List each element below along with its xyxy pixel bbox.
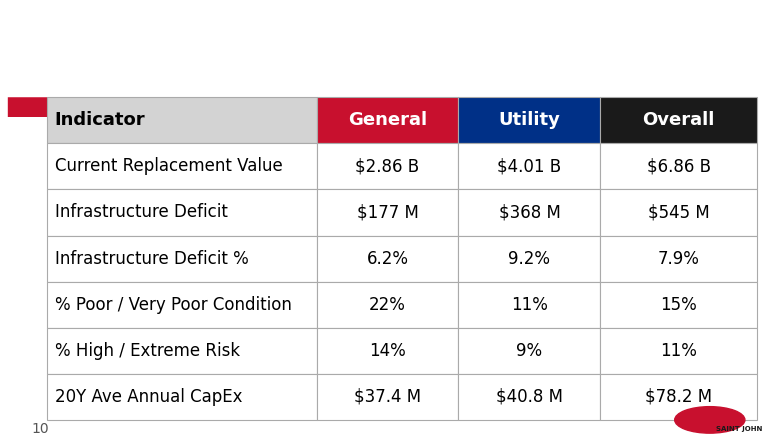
Text: 10: 10 — [31, 422, 49, 436]
Text: 7.9%: 7.9% — [658, 250, 700, 267]
Bar — [459, 282, 601, 328]
Text: $545 M: $545 M — [647, 203, 709, 221]
Text: Overall: Overall — [643, 111, 714, 130]
Text: $2.86 B: $2.86 B — [356, 157, 420, 175]
Text: Utility: Utility — [498, 111, 560, 130]
Text: $368 M: $368 M — [498, 203, 560, 221]
Bar — [47, 374, 317, 420]
Bar — [317, 190, 459, 236]
Text: $177 M: $177 M — [356, 203, 418, 221]
Bar — [317, 328, 459, 374]
Bar — [601, 97, 757, 143]
Text: 20Y Ave Annual CapEx: 20Y Ave Annual CapEx — [55, 388, 242, 406]
Bar — [317, 143, 459, 190]
Text: $37.4 M: $37.4 M — [354, 388, 421, 406]
Bar — [317, 374, 459, 420]
FancyBboxPatch shape — [8, 97, 92, 117]
FancyBboxPatch shape — [195, 97, 279, 117]
Bar — [459, 190, 601, 236]
FancyBboxPatch shape — [101, 97, 186, 117]
Bar — [47, 97, 317, 143]
Text: 9.2%: 9.2% — [509, 250, 551, 267]
Text: Infrastructure Deficit: Infrastructure Deficit — [55, 203, 228, 221]
Text: $40.8 M: $40.8 M — [496, 388, 563, 406]
Bar — [317, 97, 459, 143]
Bar — [459, 374, 601, 420]
Bar — [459, 97, 601, 143]
Text: $4.01 B: $4.01 B — [498, 157, 562, 175]
Text: 14%: 14% — [369, 342, 406, 360]
Text: $6.86 B: $6.86 B — [647, 157, 711, 175]
Bar — [459, 236, 601, 282]
Text: Indicator: Indicator — [55, 111, 145, 130]
Text: General: General — [348, 111, 427, 130]
Text: $78.2 M: $78.2 M — [645, 388, 712, 406]
Bar — [459, 143, 601, 190]
Bar — [317, 236, 459, 282]
Bar — [601, 282, 757, 328]
FancyBboxPatch shape — [382, 97, 466, 117]
Text: 11%: 11% — [660, 342, 697, 360]
Bar — [601, 374, 757, 420]
Text: 11%: 11% — [511, 296, 548, 314]
FancyBboxPatch shape — [289, 97, 373, 117]
Text: Current Replacement Value: Current Replacement Value — [55, 157, 282, 175]
Bar — [47, 282, 317, 328]
Bar — [601, 143, 757, 190]
Bar — [601, 190, 757, 236]
Circle shape — [675, 407, 745, 433]
Bar — [47, 143, 317, 190]
Bar — [317, 282, 459, 328]
Text: SAINT JOHN: SAINT JOHN — [716, 426, 763, 432]
Bar — [601, 328, 757, 374]
Bar — [47, 236, 317, 282]
Text: Infrastructure Deficit %: Infrastructure Deficit % — [55, 250, 248, 267]
Bar — [47, 190, 317, 236]
Bar — [47, 328, 317, 374]
Text: Summary: Summary — [31, 20, 165, 48]
Text: 22%: 22% — [369, 296, 406, 314]
Bar — [459, 328, 601, 374]
Text: % High / Extreme Risk: % High / Extreme Risk — [55, 342, 239, 360]
Text: 9%: 9% — [516, 342, 543, 360]
Text: 15%: 15% — [660, 296, 697, 314]
Text: 6.2%: 6.2% — [367, 250, 409, 267]
Bar — [601, 236, 757, 282]
Text: % Poor / Very Poor Condition: % Poor / Very Poor Condition — [55, 296, 292, 314]
